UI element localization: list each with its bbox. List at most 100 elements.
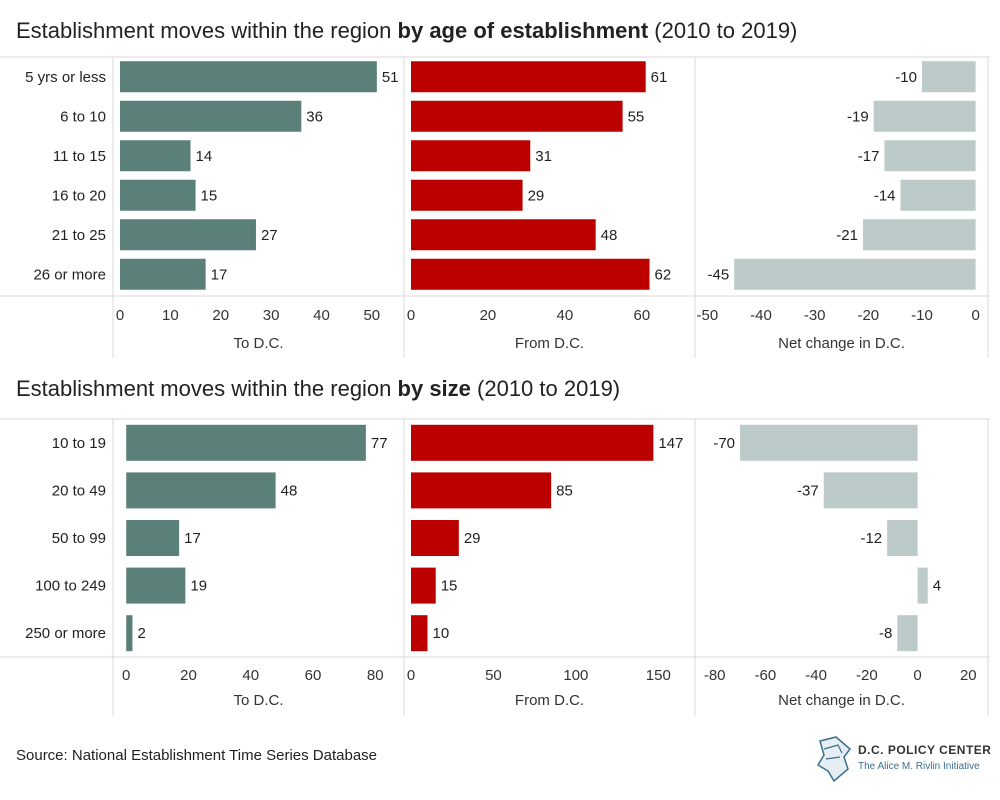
data-label: 17 — [211, 266, 228, 283]
tick-label: -20 — [856, 667, 878, 684]
category-label: 20 to 49 — [52, 482, 106, 499]
category-label: 10 to 19 — [52, 435, 106, 452]
data-label: 14 — [196, 148, 213, 165]
tick-label: 150 — [646, 667, 671, 684]
data-label: 4 — [933, 578, 941, 595]
data-label: -19 — [847, 108, 869, 125]
tick-label: 20 — [480, 307, 497, 324]
bar — [411, 219, 596, 251]
data-label: 10 — [432, 625, 449, 642]
data-label: 15 — [201, 187, 218, 204]
source-note: Source: National Establishment Time Seri… — [16, 747, 378, 764]
data-label: -14 — [874, 187, 896, 204]
tick-label: 60 — [633, 307, 650, 324]
data-label: 31 — [535, 148, 552, 165]
data-label: -12 — [860, 530, 882, 547]
category-label: 11 to 15 — [53, 148, 106, 165]
data-label: 62 — [655, 266, 672, 283]
data-label: -17 — [858, 148, 880, 165]
bar — [120, 219, 256, 251]
bar — [411, 258, 650, 290]
bar — [120, 179, 196, 211]
data-label: 51 — [382, 69, 399, 86]
data-label: 29 — [528, 187, 545, 204]
tick-label: 0 — [971, 307, 979, 324]
bar — [411, 615, 428, 652]
chart-title-age: Establishment moves within the region by… — [16, 18, 798, 43]
data-label: 15 — [441, 578, 458, 595]
tick-label: 20 — [212, 307, 229, 324]
tick-label: -80 — [704, 667, 726, 684]
bar — [862, 219, 976, 251]
logo-name: D.C. POLICY CENTER — [858, 743, 992, 757]
bar — [411, 567, 436, 604]
tick-label: 50 — [363, 307, 380, 324]
tick-label: 50 — [485, 667, 502, 684]
data-label: 29 — [464, 530, 481, 547]
category-label: 250 or more — [25, 625, 106, 642]
axis-label: From D.C. — [515, 692, 584, 709]
bar — [411, 140, 531, 172]
tick-label: 20 — [960, 667, 977, 684]
axis-label: Net change in D.C. — [778, 335, 905, 352]
tick-label: -40 — [750, 307, 772, 324]
bar — [740, 424, 918, 461]
data-label: 48 — [601, 227, 618, 244]
data-label: 48 — [281, 482, 298, 499]
category-label: 100 to 249 — [35, 578, 106, 595]
tick-label: 40 — [313, 307, 330, 324]
bar — [873, 100, 976, 132]
data-label: 27 — [261, 227, 278, 244]
bar — [126, 472, 276, 509]
bar — [411, 424, 654, 461]
bar — [120, 140, 191, 172]
data-label: 77 — [371, 435, 388, 452]
data-label: 147 — [658, 435, 683, 452]
data-label: 2 — [137, 625, 145, 642]
bar — [126, 567, 186, 604]
tick-label: 40 — [242, 667, 259, 684]
data-label: -21 — [836, 227, 858, 244]
data-label: 19 — [190, 578, 207, 595]
axis-label: From D.C. — [515, 335, 584, 352]
tick-label: 0 — [116, 307, 124, 324]
bar — [411, 472, 552, 509]
data-label: 55 — [628, 108, 645, 125]
bar — [411, 100, 623, 132]
bar — [887, 520, 918, 556]
category-label: 50 to 99 — [52, 530, 106, 547]
bar — [411, 61, 646, 93]
data-label: -8 — [879, 625, 892, 642]
axis-label: To D.C. — [233, 335, 283, 352]
tick-label: 10 — [162, 307, 179, 324]
data-label: -37 — [797, 482, 819, 499]
data-label: 85 — [556, 482, 573, 499]
data-label: 17 — [184, 530, 201, 547]
data-label: -10 — [895, 69, 917, 86]
category-label: 5 yrs or less — [25, 69, 106, 86]
tick-label: 30 — [263, 307, 280, 324]
data-label: -70 — [713, 435, 735, 452]
bar — [126, 520, 180, 556]
tick-label: 100 — [563, 667, 588, 684]
category-label: 16 to 20 — [52, 187, 106, 204]
axis-label: To D.C. — [233, 692, 283, 709]
bar — [734, 258, 976, 290]
tick-label: 0 — [407, 667, 415, 684]
tick-label: 0 — [913, 667, 921, 684]
category-label: 21 to 25 — [52, 227, 106, 244]
tick-label: 0 — [407, 307, 415, 324]
data-label: 36 — [306, 108, 323, 125]
data-label: -45 — [708, 266, 730, 283]
bar — [411, 179, 523, 211]
bar — [921, 61, 976, 93]
chart-title-size: Establishment moves within the region by… — [16, 376, 621, 401]
tick-label: -30 — [804, 307, 826, 324]
bar — [120, 100, 302, 132]
data-label: 61 — [651, 69, 668, 86]
logo-tagline: The Alice M. Rivlin Initiative — [858, 761, 980, 772]
tick-label: 20 — [180, 667, 197, 684]
tick-label: 80 — [367, 667, 384, 684]
tick-label: -20 — [857, 307, 879, 324]
category-label: 6 to 10 — [60, 108, 106, 125]
